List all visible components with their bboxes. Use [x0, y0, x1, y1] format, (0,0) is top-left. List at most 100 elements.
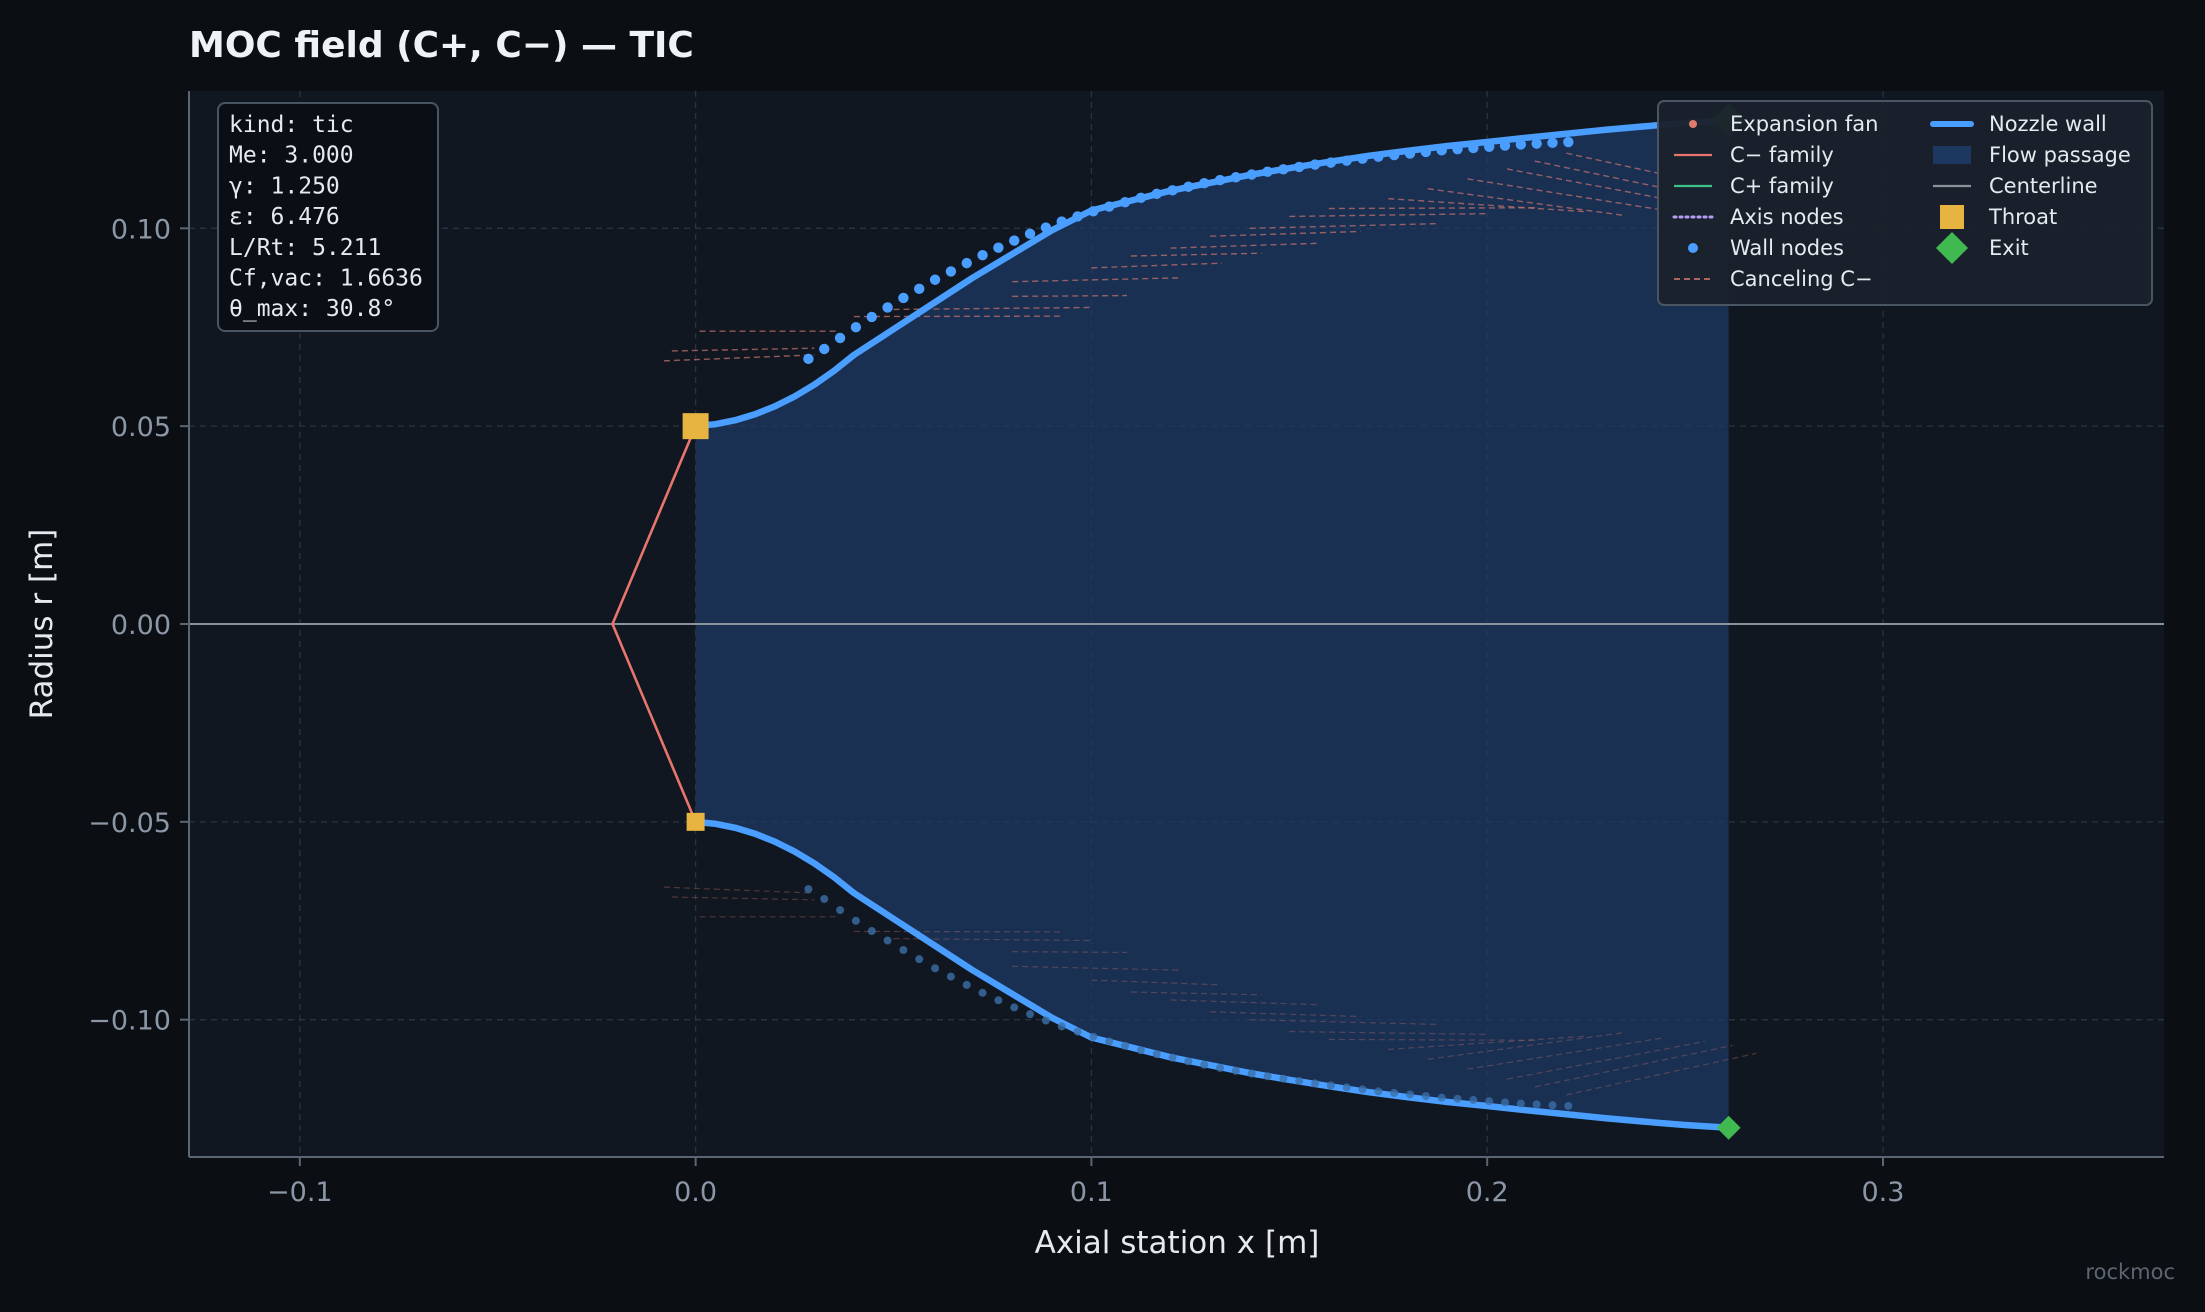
legend-label: Nozzle wall: [1989, 112, 2107, 136]
wall-node: [1009, 235, 1020, 246]
y-tick-label: 0.00: [111, 610, 171, 641]
canceling-c-minus-line: [1091, 262, 1223, 269]
x-tick-label: 0.2: [1466, 1177, 1509, 1208]
wall-node-mirror: [1073, 1027, 1082, 1036]
wall-node-mirror: [1326, 1081, 1335, 1090]
wall-node: [1040, 222, 1052, 233]
canceling-c-minus-line-mirror: [1210, 1011, 1361, 1018]
wall-node: [834, 332, 846, 344]
wall-node-mirror: [1247, 1069, 1256, 1078]
info-box-line: Me: 3.000: [229, 143, 354, 169]
wall-node-mirror: [1136, 1046, 1145, 1055]
wall-node-mirror: [1010, 1003, 1019, 1012]
wall-node: [1468, 142, 1479, 154]
throat-marker-upper: [682, 413, 709, 440]
wall-node-mirror: [1152, 1050, 1161, 1059]
canceling-c-minus-line: [1427, 188, 1626, 217]
canceling-c-minus-line-mirror: [1289, 1030, 1488, 1035]
wall-node: [1388, 149, 1400, 161]
wall-node: [819, 343, 830, 355]
canceling-c-minus-line-mirror: [1566, 1052, 1757, 1096]
wall-node: [1167, 185, 1178, 196]
wall-node: [1452, 143, 1463, 155]
wall-node-mirror: [946, 972, 955, 981]
legend-frame: [1657, 100, 2153, 306]
wall-node: [1262, 166, 1273, 177]
canceling-c-minus-line-mirror: [1249, 1019, 1440, 1026]
wall-node-mirror: [1342, 1083, 1351, 1092]
wall-nodes: [803, 136, 1574, 1110]
legend-label: Centerline: [1989, 174, 2098, 198]
canceling-c-minus-line: [1130, 252, 1262, 257]
x-axis-label: Axial station x [m]: [1035, 1225, 1320, 1261]
wall-node-mirror: [867, 927, 876, 936]
wall-node-mirror: [1105, 1037, 1114, 1046]
wall-node: [993, 242, 1004, 253]
wall-node: [929, 274, 941, 285]
canceling-c-minus-line-mirror: [1427, 1031, 1626, 1060]
legend-handle-expansion-fan: [1689, 120, 1697, 128]
wall-node-mirror: [1358, 1085, 1367, 1094]
wall-node-mirror: [1548, 1101, 1557, 1110]
legend-label: C+ family: [1730, 174, 1834, 198]
wall-node-mirror: [1469, 1096, 1478, 1105]
info-box-line: θ_max: 30.8°: [229, 296, 395, 322]
wall-node-mirror: [1437, 1093, 1446, 1102]
wall-node-mirror: [820, 895, 829, 904]
canceling-c-minus-line-mirror: [1467, 1036, 1666, 1070]
wall-node: [1199, 177, 1210, 189]
x-tick-label: 0.3: [1862, 1177, 1905, 1208]
wall-node: [1404, 148, 1416, 159]
wall-node-mirror: [836, 906, 845, 915]
canceling-lines: [663, 152, 1757, 1096]
nozzle-wall-upper: [692, 117, 1732, 430]
legend-label: C− family: [1730, 143, 1834, 167]
canceling-c-minus-line-mirror: [663, 886, 815, 894]
wall-node: [1420, 146, 1432, 158]
info-box-frame: [217, 102, 439, 332]
wall-node: [866, 311, 877, 323]
wall-node-mirror: [978, 988, 987, 997]
wall-node-mirror: [1311, 1079, 1320, 1088]
info-box: kind: tic Me: 3.000 γ: 1.250 ε: 6.476 L/Rt: …: [217, 102, 439, 332]
wall-node: [1183, 181, 1194, 192]
wall-node: [1341, 155, 1352, 166]
wall-node: [1119, 196, 1131, 208]
wall-node-mirror: [1374, 1087, 1383, 1096]
wall-node-mirror: [994, 996, 1003, 1005]
wall-node: [1515, 139, 1527, 150]
wall-node-mirror: [1532, 1100, 1541, 1109]
wall-node-mirror: [1295, 1077, 1304, 1086]
x-tick-label: 0.0: [674, 1177, 717, 1208]
y-tick-label: 0.05: [111, 412, 171, 443]
wall-node-mirror: [1516, 1099, 1525, 1108]
canceling-c-minus-line: [671, 347, 815, 352]
canceling-c-minus-line-mirror: [1012, 965, 1183, 971]
canceling-c-minus-line: [663, 354, 815, 362]
legend-label: Exit: [1989, 236, 2029, 260]
wall-node: [1531, 138, 1542, 149]
wall-node-mirror: [1184, 1057, 1193, 1066]
wall-node-mirror: [1390, 1088, 1399, 1097]
canceling-c-minus-line: [1012, 294, 1128, 298]
wall-node: [1357, 153, 1368, 164]
x-tick-label: −0.1: [267, 1177, 333, 1208]
nozzle-wall-lower: [692, 818, 1732, 1131]
info-box-line: L/Rt: 5.211: [229, 235, 381, 261]
canceling-c-minus-line: [1210, 230, 1361, 237]
wall-node-mirror: [1501, 1098, 1510, 1107]
canceling-c-minus-line-mirror: [1388, 1035, 1587, 1050]
wall-node-mirror: [915, 955, 924, 964]
canceling-c-minus-line: [1388, 197, 1587, 213]
wall-node-mirror: [1121, 1041, 1130, 1050]
wall-node: [977, 250, 988, 261]
wall-node: [1293, 161, 1305, 173]
wall-node-mirror: [1485, 1097, 1494, 1106]
canceling-c-minus-line: [1289, 212, 1488, 218]
canceling-c-minus-line: [1249, 222, 1440, 230]
canceling-c-minus-line-mirror: [1170, 999, 1318, 1006]
wall-node-mirror: [1168, 1053, 1177, 1062]
wall-node: [914, 283, 925, 295]
x-tick-label: 0.1: [1070, 1177, 1113, 1208]
legend-label: Wall nodes: [1730, 236, 1844, 260]
